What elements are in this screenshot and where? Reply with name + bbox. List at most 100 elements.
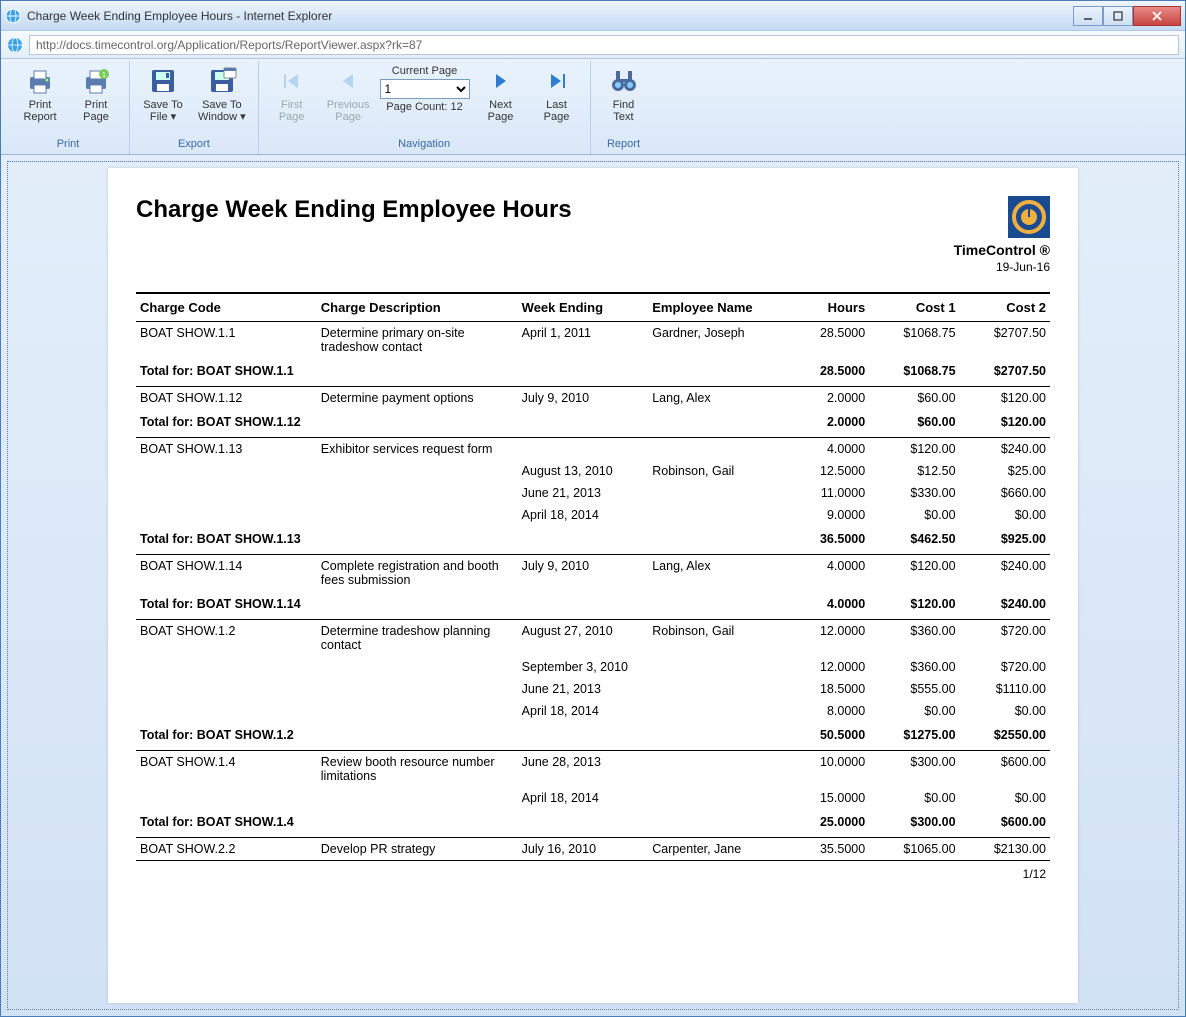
cell-cost2: $720.00	[960, 620, 1050, 656]
cell-hours: 11.0000	[789, 482, 869, 504]
cell-hours: 28.5000	[789, 322, 869, 359]
total-hours: 28.5000	[789, 358, 869, 387]
binoculars-icon	[608, 65, 640, 97]
cell-cost2: $1110.00	[960, 678, 1050, 700]
total-hours: 2.0000	[789, 409, 869, 438]
cell-cost1: $360.00	[869, 620, 959, 656]
cell-code: BOAT SHOW.1.1	[136, 322, 317, 359]
cell-week: July 9, 2010	[518, 555, 649, 591]
cell-code	[136, 656, 317, 678]
cell-code	[136, 700, 317, 722]
cell-cost2: $120.00	[960, 387, 1050, 409]
total-row: Total for: BOAT SHOW.1.144.0000$120.00$2…	[136, 591, 1050, 620]
cell-cost2: $2707.50	[960, 322, 1050, 359]
cell-cost1: $360.00	[869, 656, 959, 678]
current-page-select[interactable]: 1	[380, 79, 470, 99]
print-report-button[interactable]: PrintReport	[15, 63, 65, 125]
next-page-icon	[485, 65, 517, 97]
ie-icon	[7, 37, 23, 53]
cell-emp: Robinson, Gail	[648, 460, 789, 482]
cell-desc	[317, 460, 518, 482]
table-row: BOAT SHOW.2.2Develop PR strategyJuly 16,…	[136, 838, 1050, 861]
save-to-file-button[interactable]: Save ToFile ▾	[138, 63, 188, 125]
total-label: Total for: BOAT SHOW.1.12	[136, 409, 518, 438]
cell-code: BOAT SHOW.2.2	[136, 838, 317, 861]
cell-desc	[317, 504, 518, 526]
cell-emp: Robinson, Gail	[648, 620, 789, 656]
group-export-label: Export	[178, 136, 210, 154]
cell-code	[136, 504, 317, 526]
total-cost2: $600.00	[960, 809, 1050, 838]
floppy-window-icon	[206, 65, 238, 97]
first-page-icon	[276, 65, 308, 97]
cell-emp	[648, 787, 789, 809]
group-print: PrintReport 1 PrintPage Print	[7, 61, 130, 154]
ribbon-toolbar: PrintReport 1 PrintPage Print Save ToFil…	[1, 59, 1185, 155]
total-label: Total for: BOAT SHOW.1.13	[136, 526, 518, 555]
cell-emp: Gardner, Joseph	[648, 322, 789, 359]
brand-name: TimeControl ®	[954, 242, 1050, 258]
maximize-button[interactable]	[1103, 6, 1133, 26]
next-page-button[interactable]: NextPage	[476, 63, 526, 125]
cell-cost1: $300.00	[869, 751, 959, 787]
timecontrol-logo-icon	[1008, 196, 1050, 238]
minimize-button[interactable]	[1073, 6, 1103, 26]
cell-week: July 9, 2010	[518, 387, 649, 409]
cell-emp	[648, 700, 789, 722]
table-row: BOAT SHOW.1.12Determine payment optionsJ…	[136, 387, 1050, 409]
cell-desc: Review booth resource number limitations	[317, 751, 518, 787]
prev-page-label: PreviousPage	[327, 99, 370, 123]
table-row: April 18, 201415.0000$0.00$0.00	[136, 787, 1050, 809]
table-row: June 21, 201311.0000$330.00$660.00	[136, 482, 1050, 504]
table-row: April 18, 20149.0000$0.00$0.00	[136, 504, 1050, 526]
close-button[interactable]	[1133, 6, 1181, 26]
first-page-button[interactable]: FirstPage	[267, 63, 317, 125]
cell-cost1: $330.00	[869, 482, 959, 504]
table-row: BOAT SHOW.1.2Determine tradeshow plannin…	[136, 620, 1050, 656]
col-week-ending: Week Ending	[518, 293, 649, 322]
table-row: BOAT SHOW.1.1Determine primary on-site t…	[136, 322, 1050, 359]
table-row: BOAT SHOW.1.14Complete registration and …	[136, 555, 1050, 591]
cell-emp	[648, 504, 789, 526]
cell-hours: 12.5000	[789, 460, 869, 482]
cell-cost2: $660.00	[960, 482, 1050, 504]
cell-cost2: $240.00	[960, 555, 1050, 591]
cell-cost1: $12.50	[869, 460, 959, 482]
table-row: June 21, 201318.5000$555.00$1110.00	[136, 678, 1050, 700]
prev-page-button[interactable]: PreviousPage	[323, 63, 374, 125]
table-row: April 18, 20148.0000$0.00$0.00	[136, 700, 1050, 722]
total-row: Total for: BOAT SHOW.1.1336.5000$462.50$…	[136, 526, 1050, 555]
url-input[interactable]	[29, 35, 1179, 55]
cell-desc	[317, 482, 518, 504]
cell-cost1: $120.00	[869, 438, 959, 460]
col-hours: Hours	[789, 293, 869, 322]
print-page-button[interactable]: 1 PrintPage	[71, 63, 121, 125]
cell-week: July 16, 2010	[518, 838, 649, 861]
cell-cost2: $2130.00	[960, 838, 1050, 861]
total-cost2: $2550.00	[960, 722, 1050, 751]
printer-page-icon: 1	[80, 65, 112, 97]
total-cost1: $462.50	[869, 526, 959, 555]
cell-cost2: $0.00	[960, 504, 1050, 526]
page-number: 1/12	[136, 861, 1050, 886]
first-page-label: FirstPage	[279, 99, 305, 123]
next-page-label: NextPage	[488, 99, 514, 123]
total-cost1: $300.00	[869, 809, 959, 838]
cell-desc	[317, 656, 518, 678]
find-text-label: FindText	[613, 99, 634, 123]
cell-desc: Complete registration and booth fees sub…	[317, 555, 518, 591]
svg-text:1: 1	[102, 72, 106, 79]
total-hours: 25.0000	[789, 809, 869, 838]
group-nav-label: Navigation	[398, 136, 450, 154]
cell-emp	[648, 751, 789, 787]
find-text-button[interactable]: FindText	[599, 63, 649, 125]
group-export: Save ToFile ▾ Save ToWindow ▾ Export	[130, 61, 259, 154]
table-row: September 3, 201012.0000$360.00$720.00	[136, 656, 1050, 678]
cell-emp	[648, 678, 789, 700]
print-page-label: PrintPage	[83, 99, 109, 123]
report-header: Charge Week Ending Employee Hours TimeCo…	[136, 196, 1050, 274]
last-page-button[interactable]: LastPage	[532, 63, 582, 125]
save-to-window-button[interactable]: Save ToWindow ▾	[194, 63, 250, 125]
cell-code: BOAT SHOW.1.4	[136, 751, 317, 787]
total-row: Total for: BOAT SHOW.1.425.0000$300.00$6…	[136, 809, 1050, 838]
